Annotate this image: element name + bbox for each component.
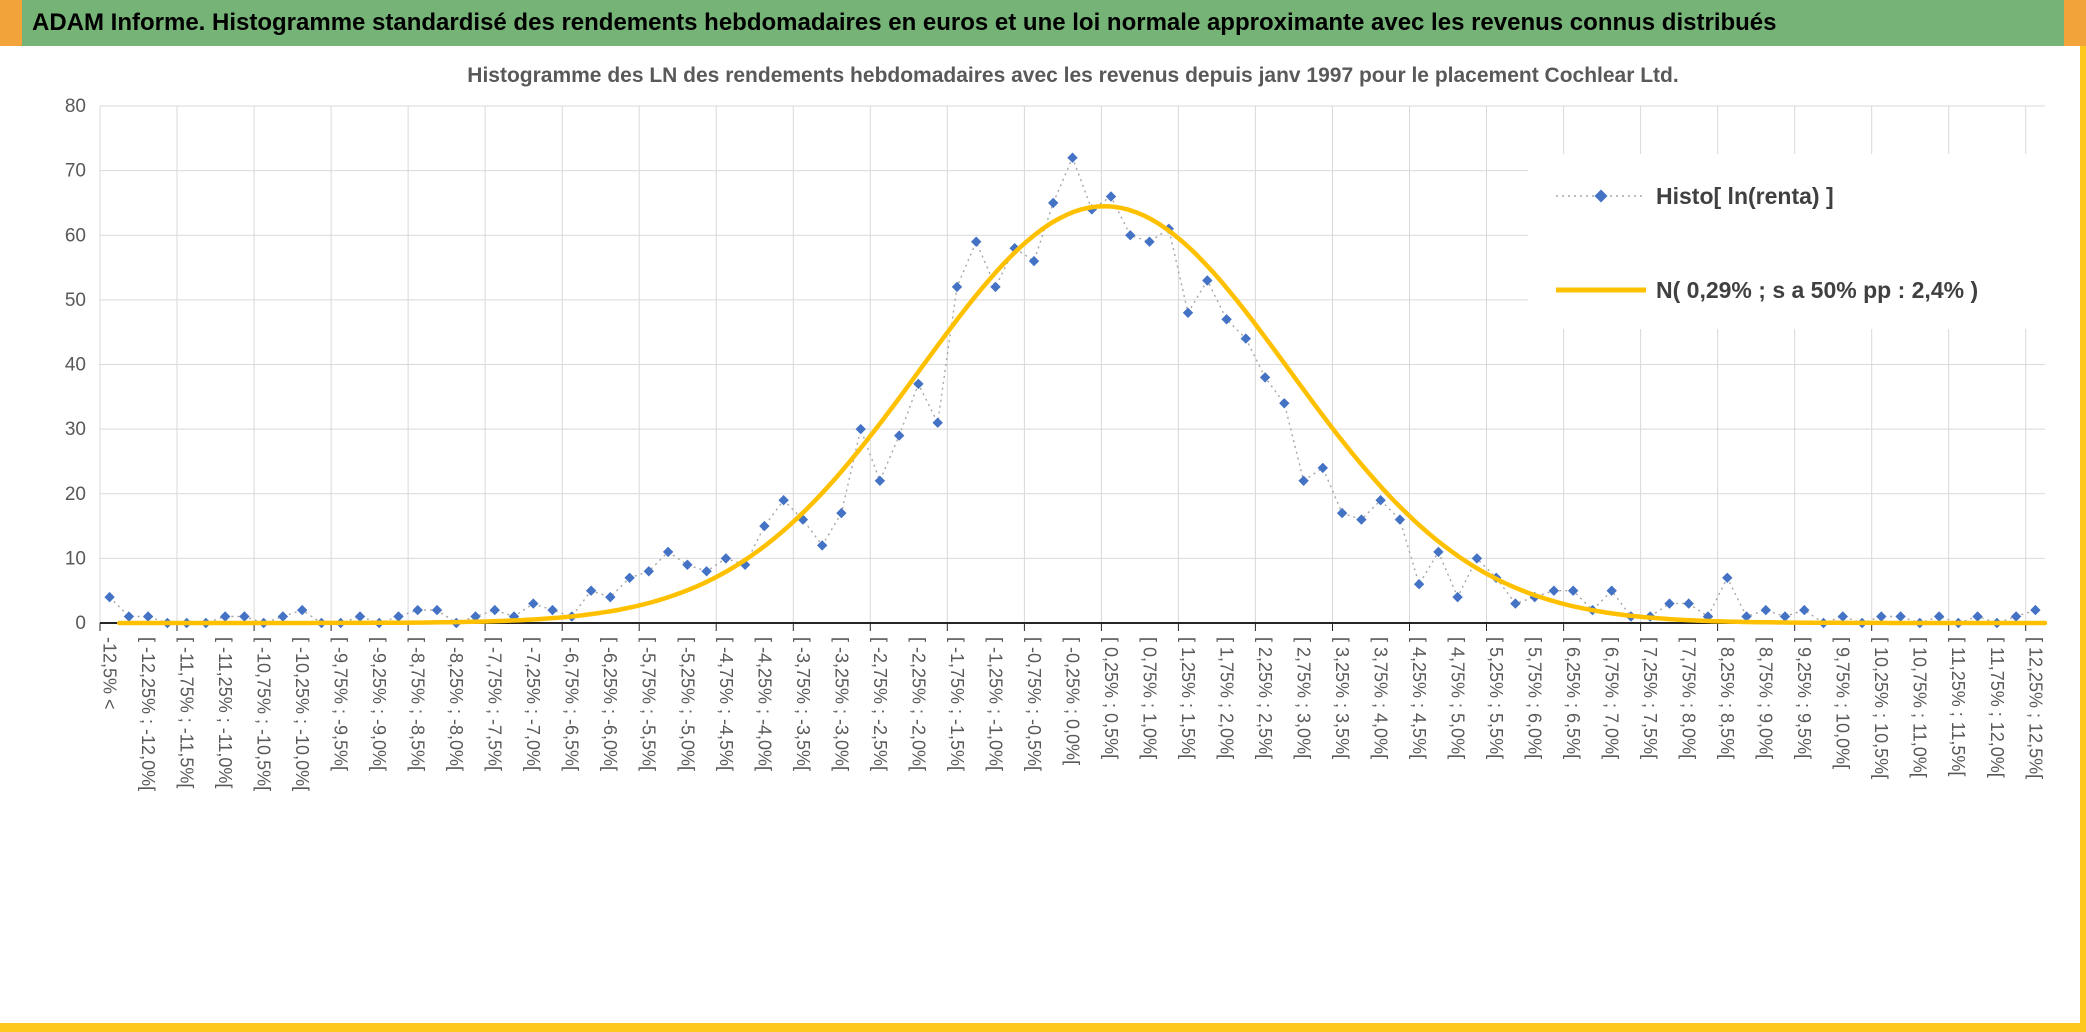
y-axis-label: 70 (65, 161, 86, 182)
x-axis-label: [ -9,75% ; -9,5%[ (331, 637, 351, 771)
x-axis-label: [ 1,75% ; 2,0%[ (1216, 637, 1236, 759)
y-axis-label: 80 (65, 96, 86, 117)
legend-item-normal: N( 0,29% ; s a 50% pp : 2,4% ) (1556, 277, 1978, 303)
y-axis-label: 50 (65, 290, 86, 311)
x-axis-label: [ 4,75% ; 5,0%[ (1447, 637, 1467, 759)
x-axis-label: [ -8,75% ; -8,5%[ (408, 637, 428, 771)
gridlines (99, 105, 2045, 624)
x-axis-label: [ 7,25% ; 7,5%[ (1640, 637, 1660, 759)
x-axis-label: [ 7,75% ; 8,0%[ (1679, 637, 1699, 759)
y-axis-label: 20 (65, 484, 86, 505)
x-axis-label: [ -0,25% ; 0,0%[ (1062, 637, 1082, 765)
x-axis-label: [ -7,25% ; -7,0%[ (523, 637, 543, 771)
x-axis-label: [ -1,75% ; -1,5%[ (947, 637, 967, 771)
x-axis-label: [ 10,75% ; 11,0%[ (1910, 637, 1930, 778)
y-axis-label: 0 (75, 613, 86, 634)
legend-background (1528, 154, 2058, 329)
chart-area: -12,5% < [ -12,25% ; -12,0%[ [ -11,75% ; -… (0, 46, 2086, 1032)
header-title-bar: ADAM Informe. Histogramme standardisé de… (22, 0, 2064, 46)
chart-svg: -12,5% < [ -12,25% ; -12,0%[ [ -11,75% ; -… (65, 64, 2058, 791)
header-accent-left (0, 0, 22, 46)
x-axis-label: [ -6,75% ; -6,5%[ (562, 637, 582, 771)
x-axis-label: [ -8,25% ; -8,0%[ (446, 637, 466, 771)
x-axis-label: [ 6,75% ; 7,0%[ (1602, 637, 1622, 759)
x-axis-label: [ 0,25% ; 0,5%[ (1101, 637, 1121, 759)
x-axis-label: [ 5,25% ; 5,5%[ (1486, 637, 1506, 759)
x-axis-label: [ 11,75% ; 12,0%[ (1987, 637, 2007, 778)
legend-label-normal: N( 0,29% ; s a 50% pp : 2,4% ) (1656, 277, 1978, 303)
x-axis-label: [ -4,25% ; -4,0%[ (754, 637, 774, 771)
x-axis-label: [ -10,75% ; -10,5%[ (254, 637, 274, 791)
x-axis-label: [ 9,25% ; 9,5%[ (1794, 637, 1814, 759)
x-axis-label: [ -6,25% ; -6,0%[ (600, 637, 620, 771)
chart-title: Histogramme des LN des rendements hebdom… (467, 64, 1678, 87)
report-title: ADAM Informe. Histogramme standardisé de… (32, 9, 1777, 36)
x-axis-label: [ 1,25% ; 1,5%[ (1178, 637, 1198, 759)
x-axis-label: [ -2,75% ; -2,5%[ (870, 637, 890, 771)
y-axis-labels: 0 10 20 30 40 50 60 70 80 (65, 96, 86, 634)
x-axis-label: [ -5,75% ; -5,5%[ (639, 637, 659, 771)
x-axis-label: [ 3,75% ; 4,0%[ (1370, 637, 1390, 759)
legend-item-histogram: Histo[ ln(renta) ] (1556, 183, 1834, 209)
x-axis-label: [ 9,75% ; 10,0%[ (1833, 637, 1853, 769)
x-axis-label: [ 8,75% ; 9,0%[ (1756, 637, 1776, 759)
x-axis-label: [ 8,25% ; 8,5%[ (1717, 637, 1737, 759)
x-axis-label: [ 0,75% ; 1,0%[ (1139, 637, 1159, 759)
x-axis-label: [ 2,75% ; 3,0%[ (1293, 637, 1313, 759)
x-axis-label: [ -3,25% ; -3,0%[ (831, 637, 851, 771)
x-axis-label: [ 12,25% ; 12,5%[ (2025, 637, 2045, 779)
x-axis-label: [ -2,25% ; -2,0%[ (908, 637, 928, 771)
normal-curve (117, 203, 2048, 626)
right-accent-strip (2080, 46, 2086, 1032)
x-axis-label: [ -9,25% ; -9,0%[ (369, 637, 389, 771)
x-axis-label: [ -7,75% ; -7,5%[ (485, 637, 505, 771)
y-axis-label: 10 (65, 548, 86, 569)
x-axis-label: [ -11,75% ; -11,5%[ (177, 637, 197, 788)
x-axis-labels: -12,5% < [ -12,25% ; -12,0%[ [ -11,75% ; -… (99, 637, 2045, 791)
x-axis-label: -12,5% < (99, 637, 119, 710)
x-axis-label: [ -11,25% ; -11,0%[ (215, 637, 235, 788)
x-axis-label: [ 4,25% ; 4,5%[ (1409, 637, 1429, 759)
legend-label-histogram: Histo[ ln(renta) ] (1656, 183, 1834, 209)
y-axis-label: 60 (65, 225, 86, 246)
x-axis-label: [ -10,25% ; -10,0%[ (292, 637, 312, 791)
x-axis-label: [ -4,75% ; -4,5%[ (716, 637, 736, 771)
legend: Histo[ ln(renta) ] N( 0,29% ; s a 50% pp … (1528, 154, 2058, 329)
x-axis-label: [ 6,25% ; 6,5%[ (1563, 637, 1583, 759)
top-header-bar: ADAM Informe. Histogramme standardisé de… (0, 0, 2086, 46)
x-axis-label: [ -3,75% ; -3,5%[ (793, 637, 813, 771)
x-axis-label: [ -5,25% ; -5,0%[ (677, 637, 697, 771)
x-axis-label: [ -0,75% ; -0,5%[ (1024, 637, 1044, 771)
x-axis-label: [ 3,25% ; 3,5%[ (1332, 637, 1352, 759)
bottom-accent-strip (0, 1023, 2086, 1032)
y-axis-label: 30 (65, 419, 86, 440)
x-axis-label: [ 11,25% ; 11,5%[ (1948, 637, 1968, 776)
histogram-series (104, 152, 2041, 629)
legend-diamond-icon (1594, 189, 1608, 203)
x-axis-label: [ 5,75% ; 6,0%[ (1525, 637, 1545, 759)
header-accent-right (2064, 0, 2086, 46)
x-axis-label: [ 10,25% ; 10,5%[ (1871, 637, 1891, 779)
x-axis-label: [ -1,25% ; -1,0%[ (985, 637, 1005, 771)
y-axis-label: 40 (65, 355, 86, 376)
x-axis-label: [ 2,25% ; 2,5%[ (1255, 637, 1275, 759)
x-axis-label: [ -12,25% ; -12,0%[ (138, 637, 158, 791)
